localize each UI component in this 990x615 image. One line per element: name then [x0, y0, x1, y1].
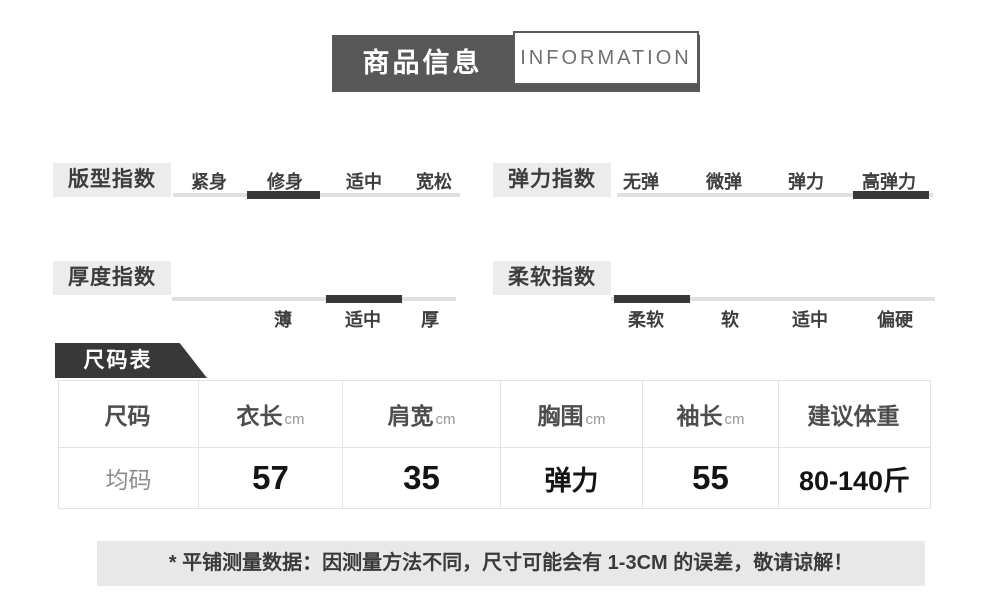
fit-option-slim: 修身: [267, 172, 303, 192]
softness-option-soft: 柔软: [628, 310, 664, 330]
cell-sleeve: 55: [642, 447, 779, 509]
fit-index-label: 版型指数: [53, 163, 171, 197]
fit-option-loose: 宽松: [416, 172, 452, 192]
size-table-data-row: 均码 57 35 弹力 55 80-140斤: [58, 447, 931, 509]
elasticity-option-high: 高弹力: [862, 172, 916, 192]
fit-option-regular: 适中: [346, 172, 382, 192]
softness-option-medium: 适中: [792, 310, 828, 330]
elasticity-index-label: 弹力指数: [493, 163, 611, 197]
softness-index-selected-indicator: [614, 295, 690, 303]
thickness-option-medium: 适中: [345, 310, 381, 330]
cell-weight: 80-140斤: [778, 447, 931, 509]
cell-bust: 弹力: [500, 447, 643, 509]
col-header-weight: 建议体重: [778, 380, 931, 448]
elasticity-option-slight: 微弹: [706, 172, 742, 192]
fit-option-tight: 紧身: [191, 172, 227, 192]
col-header-length: 衣长 cm: [198, 380, 343, 448]
thickness-index-track: [172, 297, 456, 301]
softness-option-supple: 软: [721, 310, 739, 330]
header-title-cn: 商品信息: [362, 48, 483, 78]
measurement-footnote: * 平铺测量数据：因测量方法不同，尺寸可能会有 1-3CM 的误差，敬请谅解！: [97, 541, 925, 586]
softness-index-label: 柔软指数: [493, 261, 611, 295]
size-table: 尺码 衣长 cm 肩宽 cm 胸围 cm 袖长 cm 建议体重 均码 57 35 弹力 …: [58, 380, 931, 509]
col-header-size: 尺码: [58, 380, 199, 448]
col-header-shoulder: 肩宽 cm: [342, 380, 501, 448]
elasticity-option-stretch: 弹力: [788, 172, 824, 192]
size-chart-tag: 尺码表: [55, 343, 207, 378]
col-header-bust: 胸围 cm: [500, 380, 643, 448]
thickness-index-selected-indicator: [326, 295, 402, 303]
softness-option-hard: 偏硬: [877, 310, 913, 330]
thickness-option-thick: 厚: [421, 310, 439, 330]
elasticity-option-none: 无弹: [623, 172, 659, 192]
fit-index-selected-indicator: [247, 191, 320, 199]
col-header-sleeve: 袖长 cm: [642, 380, 779, 448]
thickness-option-thin: 薄: [274, 310, 292, 330]
cell-shoulder: 35: [342, 447, 501, 509]
elasticity-index-selected-indicator: [853, 191, 929, 199]
header-title-en: INFORMATION: [513, 31, 699, 85]
softness-index-track: [611, 297, 935, 301]
size-table-header-row: 尺码 衣长 cm 肩宽 cm 胸围 cm 袖长 cm 建议体重: [58, 380, 931, 448]
thickness-index-label: 厚度指数: [53, 261, 171, 295]
cell-size: 均码: [58, 447, 199, 509]
elasticity-index-track: [617, 193, 933, 197]
cell-length: 57: [198, 447, 343, 509]
